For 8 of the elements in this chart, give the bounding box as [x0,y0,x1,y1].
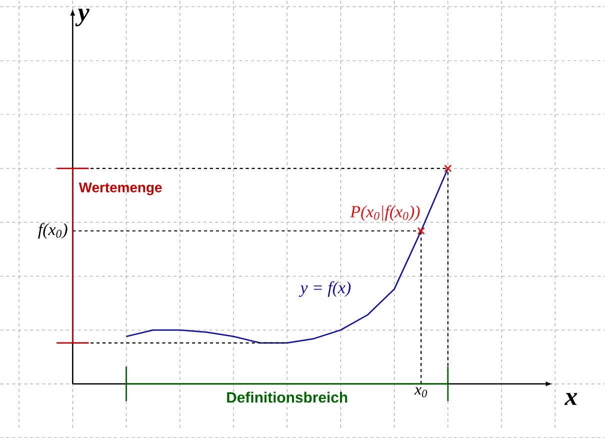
series-label: y = f(x) [298,281,351,297]
annotation: P(x$_{0}$|f(x$_{0}$)) [350,205,420,221]
x-axis-title: x [564,393,578,405]
ref-line-label: f(x$_{0}$) [38,223,68,239]
text: x$_{0}$ [414,387,428,398]
annotation: Wertemenge [78,182,162,196]
text: y [75,8,90,26]
text: Definitionsbreich [227,392,348,403]
